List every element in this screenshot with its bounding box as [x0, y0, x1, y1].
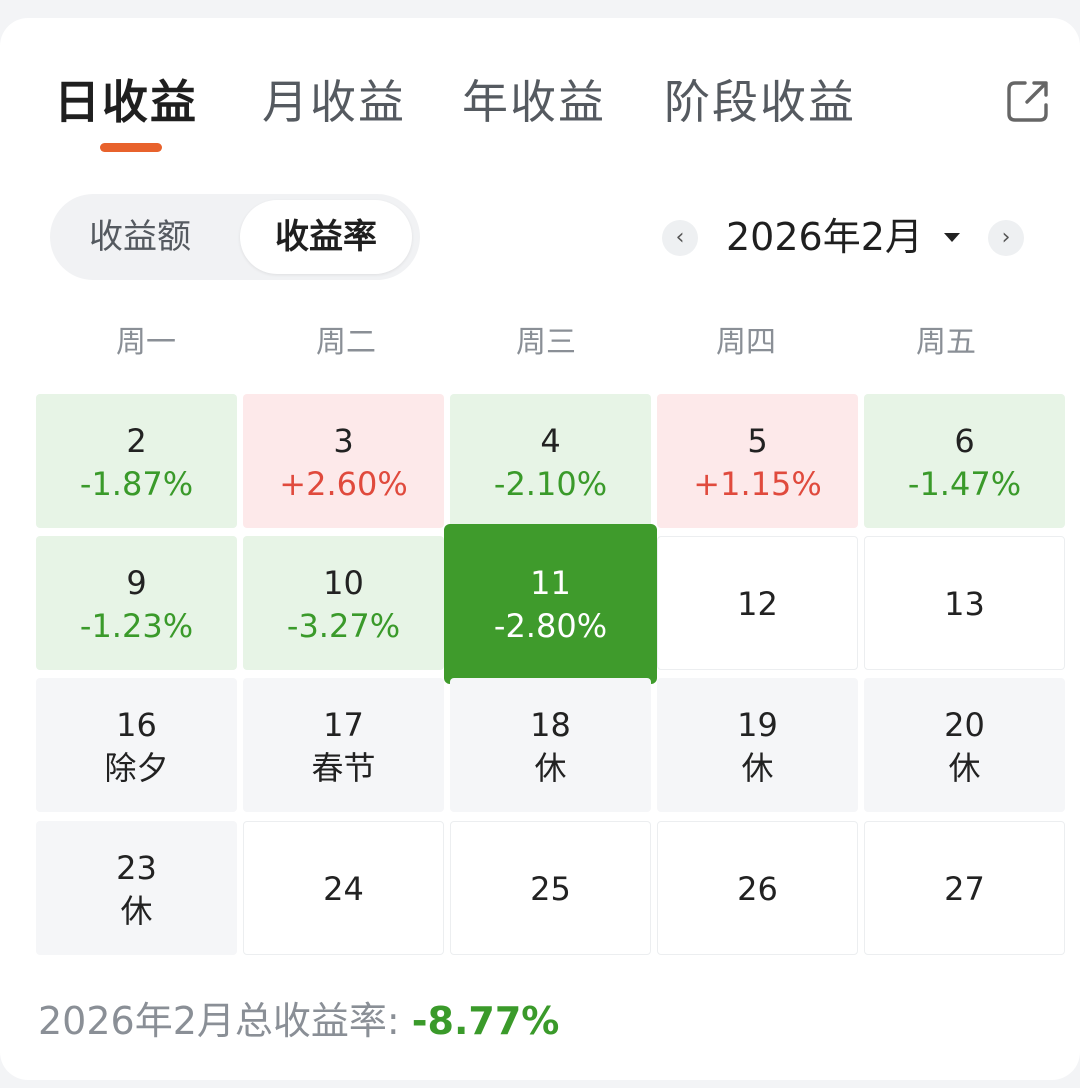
calendar-day-cell[interactable]: 11 -2.80% [444, 524, 657, 684]
calendar-day-cell[interactable]: 2 -1.87% [36, 394, 237, 528]
day-number: 16 [116, 706, 157, 744]
daily-return: +2.60% [279, 465, 408, 503]
calendar-day-cell[interactable]: 5 +1.15% [657, 394, 858, 528]
day-number: 11 [530, 564, 571, 602]
calendar-day-cell[interactable]: 26 [657, 821, 858, 955]
chevron-right-icon: › [1001, 225, 1011, 250]
day-number: 25 [530, 870, 571, 908]
day-number: 4 [540, 422, 561, 460]
calendar-day-cell[interactable]: 9 -1.23% [36, 536, 237, 670]
holiday-label: 除夕 [104, 749, 169, 787]
calendar-day-cell[interactable]: 4 -2.10% [450, 394, 651, 528]
weekday-fri: 周五 [916, 325, 976, 360]
calendar-day-cell[interactable]: 27 [864, 821, 1065, 955]
daily-return: +1.15% [693, 465, 822, 503]
calendar-day-cell[interactable]: 25 [450, 821, 651, 955]
day-number: 12 [737, 585, 778, 623]
share-icon[interactable] [1003, 76, 1053, 126]
next-month-button[interactable]: › [988, 220, 1024, 256]
calendar-day-cell[interactable]: 10 -3.27% [243, 536, 444, 670]
calendar-day-cell[interactable]: 12 [657, 536, 858, 670]
day-number: 20 [944, 706, 985, 744]
active-tab-indicator [100, 143, 162, 152]
calendar-day-cell[interactable]: 23 休 [36, 821, 237, 955]
day-number: 13 [944, 585, 985, 623]
weekday-thu: 周四 [716, 325, 776, 360]
day-number: 17 [323, 706, 364, 744]
day-number: 24 [323, 870, 364, 908]
prev-month-button[interactable]: ‹ [662, 220, 698, 256]
holiday-label: 休 [120, 892, 153, 930]
weekday-mon: 周一 [116, 325, 176, 360]
month-total-label: 2026年2月总收益率: [38, 999, 412, 1043]
tab-daily[interactable]: 日收益 [54, 75, 198, 129]
calendar-day-cell[interactable]: 16 除夕 [36, 678, 237, 812]
day-number: 27 [944, 870, 985, 908]
calendar-day-cell[interactable]: 17 春节 [243, 678, 444, 812]
amount-toggle-button[interactable]: 收益额 [89, 217, 191, 257]
calendar-day-cell[interactable]: 24 [243, 821, 444, 955]
day-number: 23 [116, 849, 157, 887]
month-selector[interactable]: 2026年2月 [726, 215, 923, 259]
chevron-left-icon: ‹ [675, 225, 685, 250]
calendar-day-cell[interactable]: 3 +2.60% [243, 394, 444, 528]
day-number: 6 [954, 422, 975, 460]
daily-return: -2.80% [493, 607, 608, 645]
holiday-label: 休 [741, 749, 774, 787]
holiday-label: 休 [948, 749, 981, 787]
daily-return: -1.47% [907, 465, 1022, 503]
day-number: 18 [530, 706, 571, 744]
tab-monthly[interactable]: 月收益 [262, 75, 406, 129]
month-total: 2026年2月总收益率: -8.77% [38, 996, 559, 1046]
holiday-label: 春节 [311, 749, 376, 787]
tab-yearly[interactable]: 年收益 [462, 75, 606, 129]
month-total-value: -8.77% [411, 999, 560, 1043]
metric-toggle: 收益额 收益率 [50, 194, 420, 280]
rate-toggle-button[interactable]: 收益率 [240, 200, 412, 274]
day-number: 2 [126, 422, 147, 460]
calendar-day-cell[interactable]: 19 休 [657, 678, 858, 812]
daily-return: -2.10% [493, 465, 608, 503]
caret-down-icon[interactable] [944, 233, 960, 242]
calendar-day-cell[interactable]: 13 [864, 536, 1065, 670]
tab-period[interactable]: 阶段收益 [664, 75, 856, 129]
day-number: 5 [747, 422, 768, 460]
calendar-day-cell[interactable]: 6 -1.47% [864, 394, 1065, 528]
holiday-label: 休 [534, 749, 567, 787]
weekday-tue: 周二 [316, 325, 376, 360]
day-number: 19 [737, 706, 778, 744]
day-number: 26 [737, 870, 778, 908]
daily-return: -3.27% [286, 607, 401, 645]
calendar-day-cell[interactable]: 18 休 [450, 678, 651, 812]
daily-return: -1.23% [79, 607, 194, 645]
weekday-wed: 周三 [516, 325, 576, 360]
calendar-day-cell[interactable]: 20 休 [864, 678, 1065, 812]
day-number: 3 [333, 422, 354, 460]
day-number: 10 [323, 564, 364, 602]
day-number: 9 [126, 564, 147, 602]
daily-return: -1.87% [79, 465, 194, 503]
